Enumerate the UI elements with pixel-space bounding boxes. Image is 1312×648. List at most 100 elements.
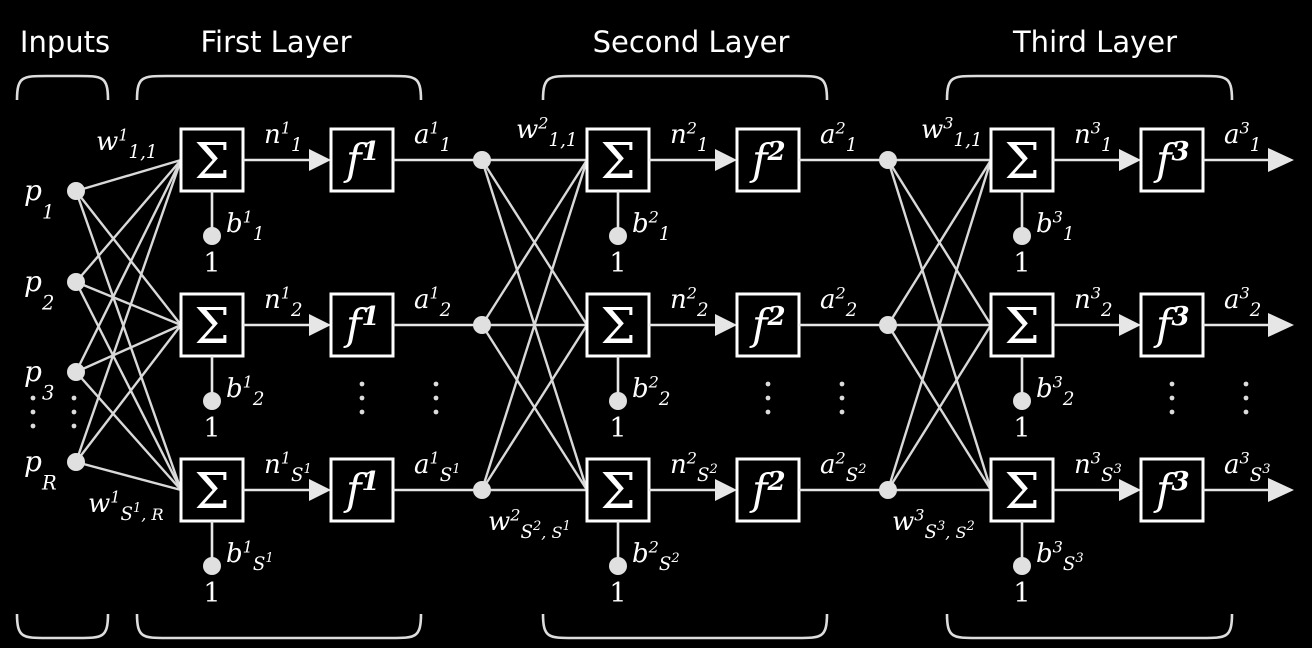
layer-2-neuron-1-bias-one: 1 bbox=[609, 248, 626, 279]
first-layer-brace-top bbox=[135, 74, 423, 101]
vertical-dot bbox=[433, 395, 439, 401]
layer-3-neuron-3-bias-label: b3S3 bbox=[1036, 538, 1084, 575]
layer-2-neuron-3-bias-one: 1 bbox=[609, 578, 626, 609]
weight-connection-layer-2 bbox=[480, 159, 589, 491]
vertical-dot bbox=[765, 381, 771, 387]
weight-connection-layer-3 bbox=[886, 324, 993, 491]
layer-3-neuron-1-net-arrow bbox=[1119, 149, 1141, 171]
layer-1-neuron-3-bias-one: 1 bbox=[203, 578, 220, 609]
layer-1-neuron-2-bias-node bbox=[203, 392, 221, 410]
layer-3-neuron-1-bias-one: 1 bbox=[1013, 248, 1030, 279]
layer-1-neuron-2-net-arrow bbox=[309, 314, 331, 336]
first-layer-header: First Layer bbox=[200, 25, 351, 59]
layer-1-neuron-1-net-arrow bbox=[309, 149, 331, 171]
input-label-3: p3 bbox=[24, 355, 54, 404]
layer-2-neuron-3-net-arrow bbox=[715, 479, 737, 501]
weight-connection-l1 bbox=[75, 460, 182, 492]
weight-connection-l1 bbox=[75, 158, 182, 193]
layer-1-output-node-1 bbox=[473, 151, 491, 169]
layer-2-neuron-1-bias-node bbox=[609, 227, 627, 245]
layer-3-neuron-1-sum-symbol: Σ bbox=[1004, 132, 1039, 190]
vertical-dot bbox=[1243, 409, 1249, 415]
second-layer-brace-bottom bbox=[541, 613, 829, 640]
layer-1-neuron-3-net-arrow bbox=[309, 479, 331, 501]
layer-1-neuron-2-transfer-label: f1 bbox=[343, 300, 380, 349]
layer-2-neuron-2-output-label: a22 bbox=[820, 284, 857, 321]
vertical-dot bbox=[839, 409, 845, 415]
input-node-3 bbox=[67, 363, 85, 381]
layer-1-output-node-2 bbox=[473, 316, 491, 334]
layer-2-weight-first-label: w21,1 bbox=[516, 114, 577, 151]
vertical-dot bbox=[71, 423, 77, 429]
layer-2-neuron-2-net-arrow bbox=[715, 314, 737, 336]
layer-2-output-dots bbox=[839, 381, 845, 415]
inputs-brace-bottom bbox=[15, 613, 110, 640]
layer-2-neuron-2-bias-node bbox=[609, 392, 627, 410]
weight-connection-l1 bbox=[75, 159, 182, 283]
weight-connection-layer-2 bbox=[480, 324, 589, 491]
weight-connection-l1 bbox=[74, 159, 183, 463]
layer-3-neuron-3-output-arrow bbox=[1268, 478, 1294, 502]
layer-1-neuron-3-bias-node bbox=[203, 557, 221, 575]
vertical-dot bbox=[1169, 381, 1175, 387]
layer-3-neuron-2-transfer-label: f3 bbox=[1153, 300, 1190, 349]
third-layer-brace-bottom bbox=[945, 613, 1234, 640]
inputs-brace-top bbox=[15, 74, 110, 101]
layer-1-neuron-1-bias-one: 1 bbox=[203, 248, 220, 279]
layer-2-neuron-3-bias-label: b2S2 bbox=[632, 538, 680, 575]
layer-3-neuron-1-bias-node bbox=[1013, 227, 1031, 245]
vertical-dot bbox=[30, 423, 36, 429]
layer-2-neuron-2-bias-label: b22 bbox=[632, 373, 670, 410]
weight-connection-l1 bbox=[75, 190, 182, 326]
layer-3-weight-last-label: w3S3, S2 bbox=[892, 506, 975, 543]
layer-2-neuron-2-sum-symbol: Σ bbox=[600, 297, 635, 355]
layer-3-neuron-3-sum-symbol: Σ bbox=[1004, 462, 1039, 520]
layer-1-neuron-1-bias-node bbox=[203, 227, 221, 245]
layer-1-neuron-1-net-label: n11 bbox=[264, 119, 303, 156]
layer-1-neuron-3-transfer-label: f1 bbox=[343, 465, 380, 514]
layer-2-neuron-1-sum-symbol: Σ bbox=[600, 132, 635, 190]
layer-3-neuron-1-output-label: a31 bbox=[1224, 119, 1261, 156]
vertical-dot bbox=[1169, 409, 1175, 415]
vertical-dot bbox=[839, 381, 845, 387]
vertical-dot bbox=[433, 409, 439, 415]
layer-2-neuron-3-transfer-label: f2 bbox=[749, 465, 786, 514]
vertical-dot bbox=[359, 395, 365, 401]
vertical-dot bbox=[71, 395, 77, 401]
weight-connection-l1 bbox=[74, 281, 183, 491]
layer-3-neuron-2-output-label: a32 bbox=[1224, 284, 1261, 321]
layer-1-neuron-3-sum-symbol: Σ bbox=[194, 462, 229, 520]
weight-connection-layer-3 bbox=[886, 159, 993, 491]
vertical-dot bbox=[1243, 395, 1249, 401]
layer-3-neuron-3-transfer-label: f3 bbox=[1153, 465, 1190, 514]
vertical-dot bbox=[359, 381, 365, 387]
inputs-header: Inputs bbox=[20, 25, 110, 59]
layer-1-neuron-2-sum-symbol: Σ bbox=[194, 297, 229, 355]
layer-1-transfer-dots bbox=[359, 381, 365, 415]
layer-1-neuron-2-bias-label: b12 bbox=[226, 373, 264, 410]
input-label-2: p2 bbox=[24, 265, 54, 314]
layer-2-neuron-1-output-label: a21 bbox=[820, 119, 857, 156]
layer-1-output-dots bbox=[433, 381, 439, 415]
layer-3-neuron-2-output-arrow bbox=[1268, 313, 1294, 337]
layer-3-weight-first-label: w31,1 bbox=[921, 114, 982, 151]
layer-1-neuron-3-output-label: a1S1 bbox=[414, 449, 461, 486]
layer-2-neuron-3-bias-node bbox=[609, 557, 627, 575]
layer-2-output-node-2 bbox=[879, 316, 897, 334]
layer-3-neuron-3-bias-node bbox=[1013, 557, 1031, 575]
input-label-dots bbox=[30, 395, 36, 429]
third-layer-header: Third Layer bbox=[1012, 25, 1177, 59]
vertical-dot bbox=[359, 409, 365, 415]
weight-connection-layer-2 bbox=[480, 159, 589, 326]
layer-2-output-node-1 bbox=[879, 151, 897, 169]
layer-3-neuron-2-bias-one: 1 bbox=[1013, 413, 1030, 444]
layer-3-transfer-dots bbox=[1169, 381, 1175, 415]
weight-connection-l1 bbox=[75, 371, 182, 491]
layer-3-neuron-1-transfer-label: f3 bbox=[1153, 135, 1190, 184]
layer-2-output-node-3 bbox=[879, 481, 897, 499]
weight-connection-l1 bbox=[74, 159, 183, 373]
layer-2-transfer-dots bbox=[765, 381, 771, 415]
layer-2-neuron-1-bias-label: b21 bbox=[632, 208, 670, 245]
